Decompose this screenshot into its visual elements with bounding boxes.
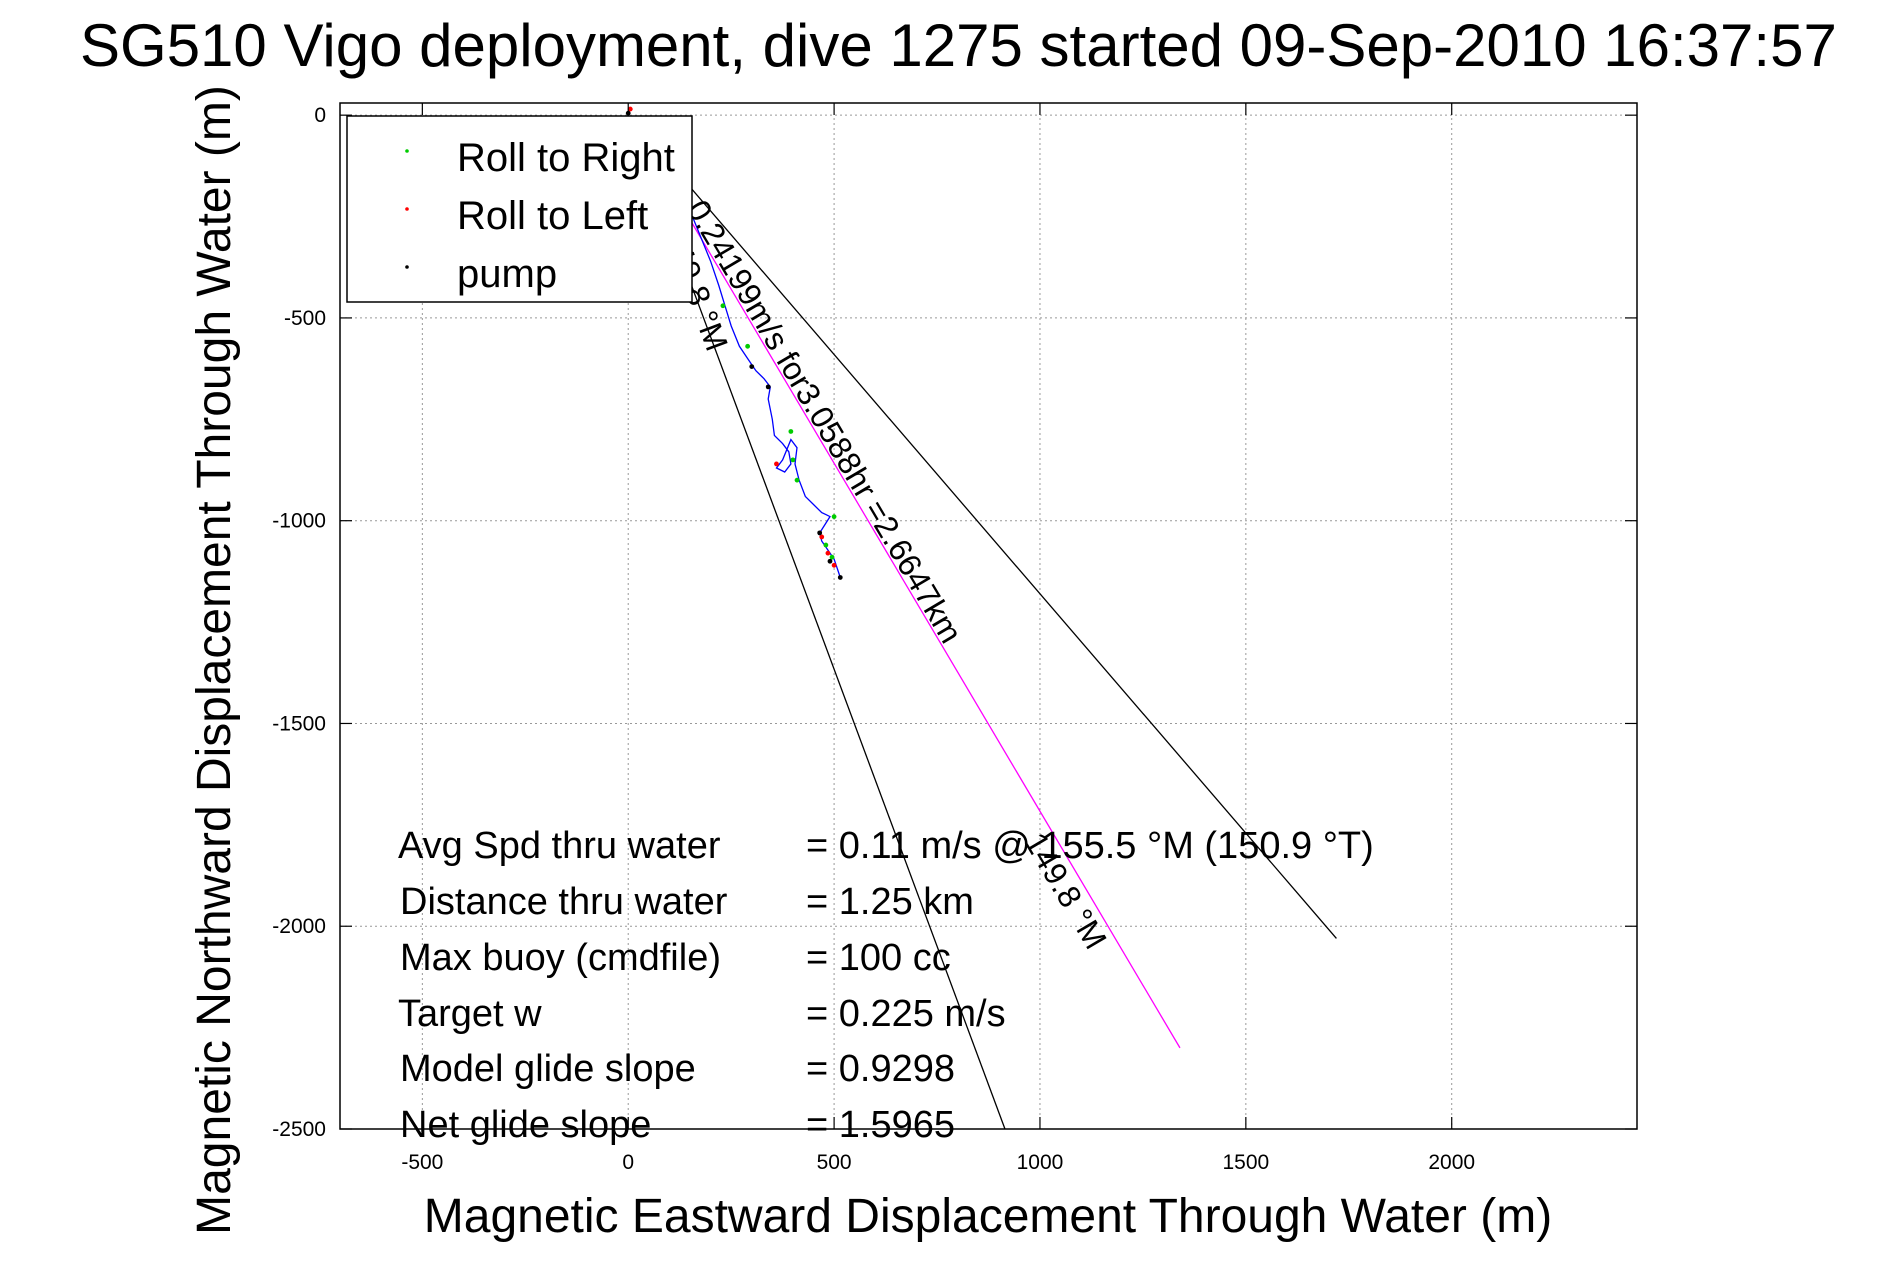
pump-point — [837, 575, 843, 580]
legend-label-roll-right: Roll to Right — [457, 136, 675, 180]
legend-label-pump: pump — [457, 252, 557, 296]
y-axis-label: Magnetic Northward Displacement Through … — [188, 85, 241, 1235]
pump-point — [765, 384, 771, 390]
legend: Roll to Right Roll to Left pump — [346, 115, 693, 303]
glider-track — [627, 114, 841, 578]
roll-left-point — [831, 562, 837, 568]
legend-marker-roll-left — [405, 207, 409, 211]
current-vector — [627, 114, 1181, 1049]
x-tick-label: 0 — [622, 1151, 634, 1174]
chart-title: SG510 Vigo deployment, dive 1275 started… — [80, 12, 1837, 79]
y-tick-label: -2000 — [272, 915, 326, 938]
stat-label-avg-speed: Avg Spd thru water — [398, 825, 721, 867]
roll-right-point — [720, 303, 726, 309]
roll-left-point — [825, 550, 831, 556]
stat-value-distance: = 1.25 km — [806, 881, 974, 923]
pump-point — [817, 530, 823, 536]
stat-label-max-buoy: Max buoy (cmdfile) — [400, 937, 721, 979]
roll-right-point — [788, 429, 794, 434]
x-tick-label: 2000 — [1428, 1151, 1475, 1174]
y-tick-label: -1500 — [272, 712, 326, 735]
pump-point — [749, 364, 755, 369]
x-tick-label: 1500 — [1222, 1151, 1269, 1174]
legend-label-roll-left: Roll to Left — [457, 194, 648, 238]
pump-point — [827, 558, 833, 564]
stat-value-max-buoy: = 100 cc — [806, 937, 951, 979]
stat-value-model-glide: = 0.9298 — [806, 1048, 955, 1090]
roll-right-point — [794, 477, 800, 483]
y-tick-label: -2500 — [272, 1118, 326, 1141]
track-line — [627, 114, 841, 578]
stats-block: Avg Spd thru water = 0.11 m/s @ 155.5 °M… — [398, 825, 1374, 1146]
x-axis-ticks: -500 0 500 1000 1500 2000 — [401, 103, 1475, 1174]
y-tick-label: 0 — [314, 104, 326, 127]
x-tick-label: -500 — [401, 1151, 443, 1174]
legend-box — [346, 115, 693, 303]
roll-left-point — [774, 461, 779, 467]
roll-left-point — [627, 106, 633, 112]
stat-label-net-glide: Net glide slope — [400, 1104, 651, 1146]
stat-value-target-w: = 0.225 m/s — [806, 993, 1006, 1035]
stat-value-avg-speed: = 0.11 m/s @ 155.5 °M (150.9 °T) — [806, 825, 1374, 867]
plot-frame — [339, 102, 1638, 1130]
y-tick-label: -500 — [284, 307, 326, 330]
x-tick-label: 1000 — [1017, 1151, 1064, 1174]
legend-marker-pump — [405, 265, 409, 269]
y-axis-ticks: 0 -500 -1000 -1500 -2000 -2500 — [272, 104, 1637, 1141]
legend-marker-roll-right — [405, 149, 409, 153]
stat-value-net-glide: = 1.5965 — [806, 1104, 955, 1146]
x-tick-label: 500 — [817, 1151, 852, 1174]
boundary-line — [627, 114, 1337, 939]
x-axis-label: Magnetic Eastward Displacement Through W… — [424, 1190, 1552, 1243]
roll-right-point — [829, 554, 835, 560]
stat-label-model-glide: Model glide slope — [400, 1048, 696, 1090]
roll-right-point — [831, 514, 837, 520]
current-line — [627, 114, 1181, 1049]
roll-right-point — [823, 542, 829, 548]
stat-label-target-w: Target w — [398, 993, 542, 1035]
roll-right-point — [790, 457, 796, 463]
roll-left-point — [819, 534, 825, 540]
y-tick-label: -1000 — [272, 510, 326, 533]
roll-right-point — [745, 343, 751, 349]
stat-label-distance: Distance thru water — [400, 881, 728, 923]
